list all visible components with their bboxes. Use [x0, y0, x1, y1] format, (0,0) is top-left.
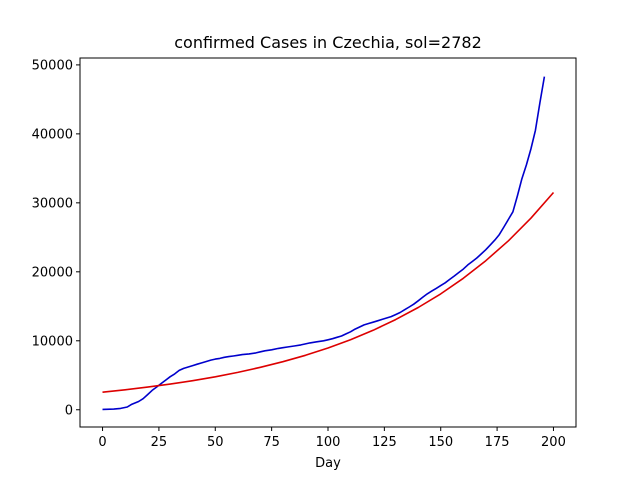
y-tick-label: 10000 — [32, 334, 73, 349]
y-axis: 0 10000 20000 30000 40000 50000 — [32, 58, 80, 418]
x-tick-label: 50 — [207, 435, 224, 450]
y-tick-label: 20000 — [32, 265, 73, 280]
x-axis-label: Day — [315, 456, 341, 471]
x-axis: 0 25 50 75 100 125 150 175 200 — [98, 427, 566, 450]
x-tick-label: 175 — [485, 435, 510, 450]
plot-area — [102, 76, 555, 411]
x-tick-label: 75 — [263, 435, 280, 450]
x-tick-label: 150 — [428, 435, 453, 450]
y-tick-label: 40000 — [32, 127, 73, 142]
x-tick-label: 200 — [541, 435, 566, 450]
x-tick-label: 0 — [98, 435, 106, 450]
series-line-2 — [102, 191, 555, 393]
x-tick-label: 125 — [372, 435, 397, 450]
y-tick-label: 30000 — [32, 196, 73, 211]
chart-title: confirmed Cases in Czechia, sol=2782 — [174, 33, 482, 52]
x-tick-label: 100 — [316, 435, 341, 450]
y-tick-label: 0 — [65, 403, 73, 418]
series-line-1 — [102, 76, 546, 411]
x-tick-label: 25 — [151, 435, 168, 450]
y-tick-label: 50000 — [32, 58, 73, 73]
